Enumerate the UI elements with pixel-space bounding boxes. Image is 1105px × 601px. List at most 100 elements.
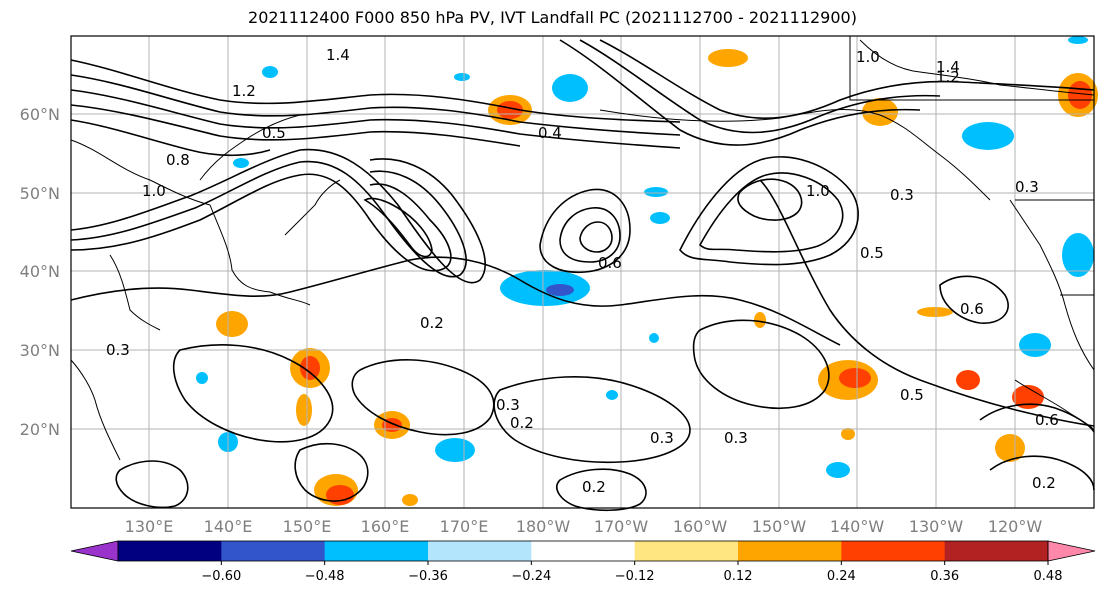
map-frame	[70, 35, 1095, 509]
contour-label: 1.2	[232, 82, 256, 100]
lat-label: 20°N	[20, 420, 60, 439]
map-title: 2021112400 F000 850 hPa PV, IVT Landfall…	[248, 8, 857, 27]
negative-anomaly	[546, 284, 574, 296]
latitude-labels: 60°N 50°N 40°N 30°N 20°N	[20, 105, 60, 439]
colorbar-segment	[531, 541, 636, 561]
contour-label: 0.6	[1035, 411, 1059, 429]
colorbar-tick-label: −0.12	[615, 569, 655, 584]
negative-anomaly	[650, 212, 670, 224]
longitude-labels: 130°E 140°E 150°E 160°E 170°E 180°W 170°…	[125, 517, 1043, 536]
lon-label: 170°W	[594, 517, 649, 536]
colorbar-extend-low	[70, 540, 119, 562]
colorbar: −0.60 −0.48 −0.36 −0.24 −0.12 0.12 0.24 0.36 0.4…	[70, 540, 1096, 584]
negative-anomaly	[649, 333, 659, 343]
lat-label: 60°N	[20, 105, 60, 124]
negative-anomaly	[606, 390, 618, 400]
contour-label: 0.3	[650, 429, 674, 447]
contour-label: 0.2	[582, 478, 606, 496]
negative-anomaly	[962, 122, 1014, 150]
contour-label: 0.2	[510, 414, 534, 432]
contour-label: 0.4	[538, 124, 562, 142]
colorbar-segment	[118, 541, 222, 561]
colorbar-segment	[944, 541, 1049, 561]
contour-label: 1.0	[806, 182, 830, 200]
colorbar-tick-label: 0.48	[1034, 569, 1063, 584]
lon-label: 120°W	[988, 517, 1043, 536]
contour-label: 0.3	[890, 186, 914, 204]
contour-label: 0.5	[262, 124, 286, 142]
positive-anomaly	[300, 356, 320, 380]
negative-anomaly	[826, 462, 850, 478]
lat-label: 50°N	[20, 184, 60, 203]
positive-anomaly	[296, 394, 312, 426]
contour-label: 1.0	[142, 182, 166, 200]
positive-anomaly	[956, 370, 980, 390]
contour-label: 0.6	[960, 300, 984, 318]
lon-label: 180°W	[516, 517, 571, 536]
positive-anomaly	[216, 311, 248, 337]
contour-label: 0.3	[724, 429, 748, 447]
lon-label: 160°W	[673, 517, 728, 536]
colorbar-extend-high	[1047, 540, 1096, 562]
colorbar-tick-label: 0.12	[724, 569, 753, 584]
contour-label: 1.0	[856, 48, 880, 66]
contour-label: 1.2	[936, 68, 960, 86]
positive-anomaly	[1068, 81, 1092, 109]
negative-anomaly	[500, 270, 590, 306]
positive-anomaly	[1012, 385, 1044, 409]
negative-anomaly	[552, 74, 588, 102]
lon-label: 130°E	[125, 517, 174, 536]
contour-label: 0.3	[1015, 178, 1039, 196]
contour-label: 0.6	[598, 254, 622, 272]
negative-anomaly	[196, 372, 208, 384]
colorbar-tick-label: 0.36	[930, 569, 959, 584]
lon-label: 150°E	[283, 517, 332, 536]
colorbar-segment	[221, 541, 326, 561]
lon-label: 170°E	[440, 517, 489, 536]
contour-label: 0.3	[106, 341, 130, 359]
colorbar-segment	[324, 541, 429, 561]
colorbar-segment	[428, 541, 532, 561]
positive-anomaly	[839, 368, 871, 388]
positive-anomaly	[917, 307, 953, 317]
contour-labels: 1.4 1.2 1.0 0.8 0.6 0.5 0.4 0.3 0.2 0.3 …	[106, 46, 1059, 496]
positive-anomaly	[754, 312, 766, 328]
negative-anomaly	[1062, 233, 1094, 277]
positive-anomaly	[402, 494, 418, 506]
lon-label: 140°W	[830, 517, 885, 536]
lon-label: 140°E	[204, 517, 253, 536]
contour-label: 0.5	[860, 244, 884, 262]
negative-anomaly	[435, 438, 475, 462]
negative-anomaly	[1068, 36, 1088, 44]
negative-anomaly	[1019, 333, 1051, 357]
lon-label: 150°W	[752, 517, 807, 536]
contour-label: 0.8	[166, 151, 190, 169]
contour-label: 0.2	[1032, 474, 1056, 492]
positive-anomaly	[708, 49, 748, 67]
lon-label: 130°W	[909, 517, 964, 536]
contour-label: 1.4	[326, 46, 350, 64]
lon-label: 160°E	[361, 517, 410, 536]
positive-anomaly	[841, 428, 855, 440]
colorbar-segment	[738, 541, 842, 561]
colorbar-tick-label: −0.48	[305, 569, 345, 584]
contour-label: 0.5	[900, 386, 924, 404]
negative-anomaly	[262, 66, 278, 78]
contour-label: 0.3	[496, 396, 520, 414]
positive-anomaly	[995, 434, 1025, 462]
positive-anomaly	[326, 485, 354, 505]
negative-anomaly	[233, 158, 249, 168]
colorbar-tick-label: 0.24	[827, 569, 856, 584]
contour-label: 0.2	[420, 314, 444, 332]
negative-anomaly	[644, 187, 668, 197]
contour-label: 1.4	[936, 58, 960, 76]
colorbar-tick-label: −0.60	[201, 569, 241, 584]
lat-label: 40°N	[20, 262, 60, 281]
colorbar-tick-label: −0.36	[408, 569, 448, 584]
colorbar-outline	[117, 540, 1049, 562]
colorbar-segment	[634, 541, 739, 561]
colorbar-tick-label: −0.24	[511, 569, 551, 584]
pv-contours	[70, 39, 1095, 512]
negative-anomaly	[454, 73, 470, 81]
